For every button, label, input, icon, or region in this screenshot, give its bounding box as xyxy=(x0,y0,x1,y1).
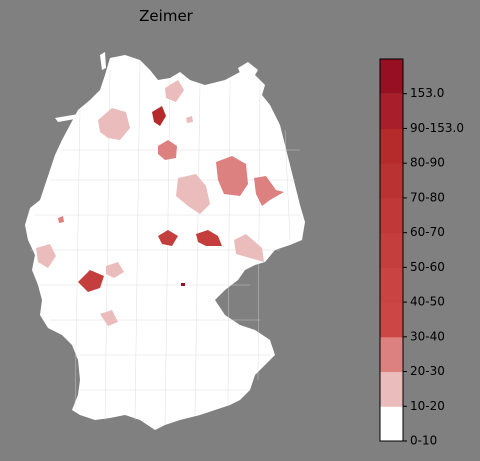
district-hannover-area[interactable] xyxy=(158,140,177,160)
ruegen-island xyxy=(238,62,258,80)
colorbar-segment-30-40 xyxy=(380,302,403,338)
colorbar-segment-80-90 xyxy=(380,128,403,164)
district-nuremberg[interactable] xyxy=(181,283,185,286)
map-title: Zeimer xyxy=(139,7,193,25)
colorbar-segment-top xyxy=(380,59,403,94)
colorbar-tick-label: 0-10 xyxy=(410,434,437,448)
east-frisian-islands xyxy=(55,112,92,122)
district-ostfriesland-north[interactable] xyxy=(98,108,130,140)
colorbar-segments xyxy=(380,59,403,442)
district-harz[interactable] xyxy=(158,230,178,246)
district-pfalz[interactable] xyxy=(100,310,118,326)
colorbar-tick-label: 60-70 xyxy=(410,225,445,239)
colorbar-tick-label: 20-30 xyxy=(410,364,445,378)
district-hamburg-area[interactable] xyxy=(165,80,184,102)
district-ruhr[interactable] xyxy=(36,244,56,268)
colorbar-segment-50-60 xyxy=(380,232,403,268)
colorbar-tick-label: 90-153.0 xyxy=(410,121,464,135)
district-borders xyxy=(30,59,300,426)
colorbar-tick-label: 50-60 xyxy=(410,260,445,274)
colorbar-segment-0-10 xyxy=(380,406,403,442)
colorbar-segment-10-20 xyxy=(380,371,403,407)
colorbar-segment-60-70 xyxy=(380,197,403,234)
district-rhein-main[interactable] xyxy=(78,270,104,292)
district-small-west[interactable] xyxy=(58,216,64,223)
district-saxony[interactable] xyxy=(234,234,264,262)
district-luebeck-area[interactable] xyxy=(152,106,166,126)
colorbar-tick-label: 70-80 xyxy=(410,190,445,204)
colorbar-segment-20-30 xyxy=(380,336,403,373)
colorbar-segment-40-50 xyxy=(380,267,403,303)
colorbar-segment-90-153.0 xyxy=(380,93,403,129)
colorbar-tick-label: 40-50 xyxy=(410,295,445,309)
district-thuringia-east[interactable] xyxy=(196,230,222,246)
district-altmark[interactable] xyxy=(176,174,210,214)
colorbar-frame xyxy=(379,58,404,442)
district-brandenburg-south[interactable] xyxy=(254,176,284,206)
colorbar-tick-label: 10-20 xyxy=(410,399,445,413)
district-mecklenburg-small[interactable] xyxy=(186,116,193,123)
colorbar-tick-label: 30-40 xyxy=(410,329,445,343)
colorbar-ticks: 0-10 10-20 20-30 30-40 40-50 50-60 60-70 70-80 8… xyxy=(403,86,464,448)
colorbar-tick-label: 153.0 xyxy=(410,86,444,100)
colorbar: 0-10 10-20 20-30 30-40 40-50 50-60 60-70 70-80 8… xyxy=(379,58,464,448)
district-hessen-north[interactable] xyxy=(106,262,124,278)
district-brandenburg-west[interactable] xyxy=(216,156,248,196)
colorbar-segment-70-80 xyxy=(380,163,403,199)
colorbar-tick-label: 80-90 xyxy=(410,156,445,170)
north-frisian-islands xyxy=(100,52,106,70)
highlighted-regions xyxy=(36,80,284,326)
